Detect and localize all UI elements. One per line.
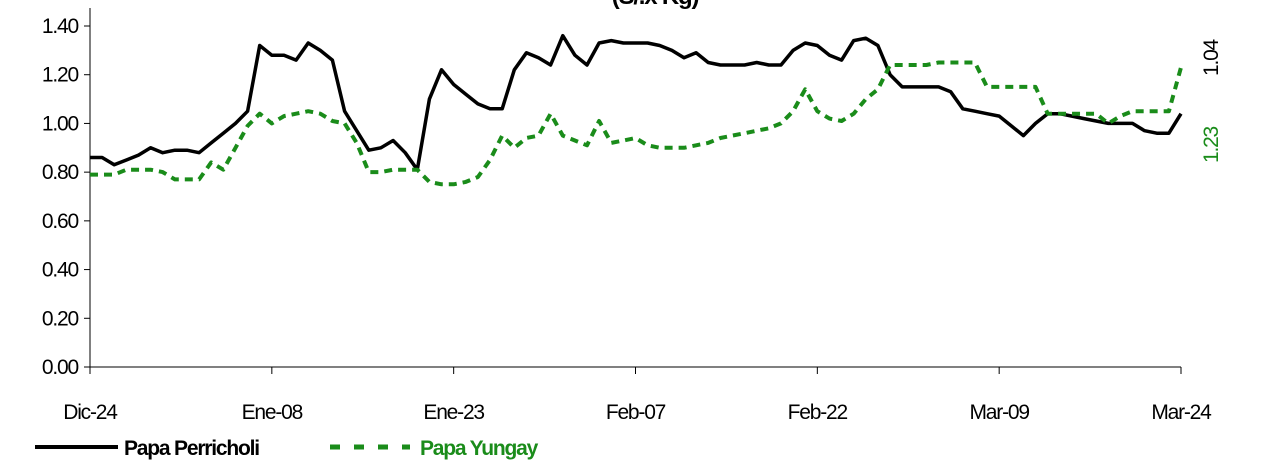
- end-value-label: 1.23: [1200, 126, 1223, 163]
- legend-label: Papa Yungay: [420, 437, 539, 460]
- x-tick-label: Mar-09: [970, 401, 1030, 424]
- x-tick-label: Dic-24: [63, 401, 118, 424]
- end-value-label: 1.04: [1200, 38, 1223, 76]
- y-tick-label: 0.40: [42, 259, 79, 282]
- y-tick-label: 0.60: [42, 210, 79, 233]
- x-tick-label: Feb-07: [606, 401, 666, 424]
- x-tick-label: Ene-23: [423, 401, 484, 424]
- legend-label: Papa Perricholi: [124, 437, 259, 460]
- x-tick-label: Mar-24: [1151, 401, 1212, 424]
- y-tick-label: 1.00: [42, 112, 79, 135]
- line-series: [90, 60, 1183, 187]
- y-tick-label: 1.20: [42, 64, 79, 87]
- x-tick-label: Feb-22: [788, 401, 848, 424]
- y-tick-label: 1.40: [42, 15, 79, 38]
- y-tick-label: 0.20: [42, 307, 79, 330]
- x-tick-label: Ene-08: [242, 401, 303, 424]
- y-tick-label: 0.80: [42, 161, 79, 184]
- y-tick-label: 0.00: [42, 356, 79, 379]
- line-series: [90, 33, 1183, 172]
- chart-title: (S/.x Kg): [612, 0, 699, 10]
